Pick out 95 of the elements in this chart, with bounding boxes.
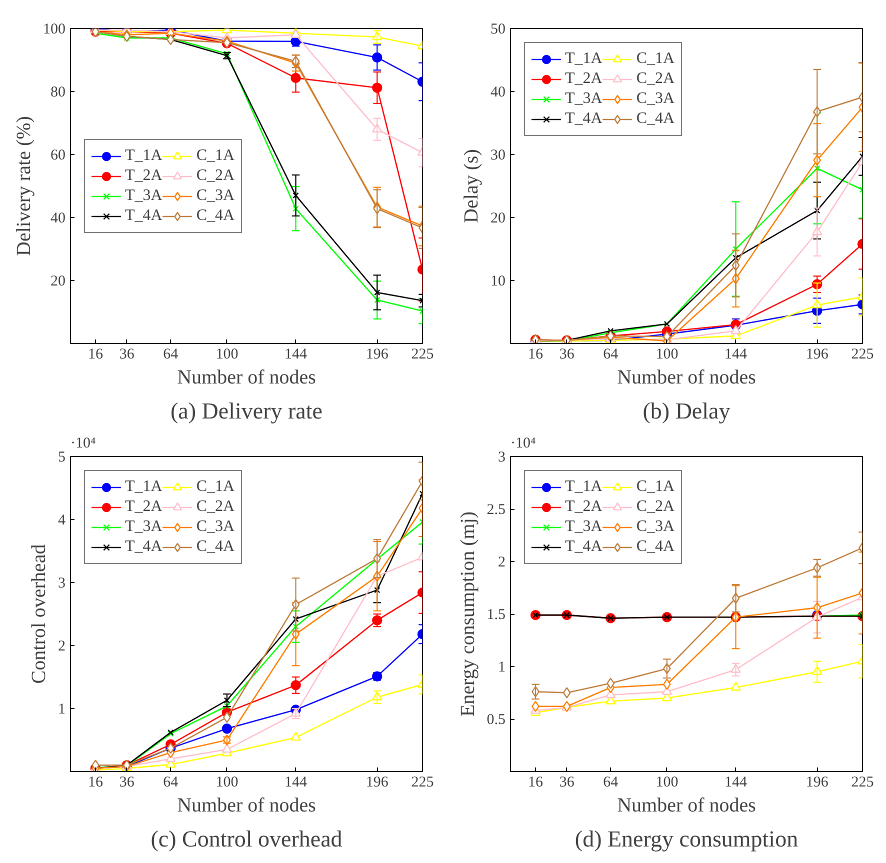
x-tick-label: 36 [119, 774, 135, 790]
y-axis-title: Delivery rate (%) [13, 116, 35, 256]
legend-label: T_2A [565, 498, 602, 516]
y-tick-label: 3 [58, 576, 66, 592]
legend-label: T_3A [565, 518, 602, 536]
y-tick-label: 2.5 [486, 502, 506, 518]
legend-label: C_2A [196, 166, 235, 184]
legend-label: C_2A [196, 498, 235, 516]
x-tick-label: 196 [806, 774, 829, 790]
y-tick-label: 0.5 [486, 712, 506, 728]
x-tick-label: 100 [656, 774, 678, 790]
x-tick-label: 64 [603, 346, 619, 362]
x-tick-label: 196 [806, 346, 829, 362]
legend-label: T_4A [565, 538, 602, 556]
legend-label: T_1A [125, 146, 162, 164]
legend-label: T_2A [125, 166, 162, 184]
y-tick-label: 4 [58, 512, 66, 528]
x-tick-label: 16 [88, 346, 104, 362]
text: (b) Delay [642, 398, 731, 424]
legend-label: C_3A [636, 518, 675, 536]
legend-label: T_3A [125, 186, 162, 204]
legend-label: C_1A [636, 478, 675, 496]
x-tick-label: 144 [284, 346, 308, 362]
legend-label: C_1A [196, 478, 235, 496]
legend-label: T_3A [565, 90, 602, 108]
x-tick-label: 16 [528, 346, 544, 362]
text: ·10⁴ [510, 436, 536, 452]
y-tick-label: 2 [498, 554, 506, 570]
legend-label: C_3A [636, 90, 675, 108]
legend-label: C_3A [196, 186, 235, 204]
legend-label: C_4A [196, 538, 235, 556]
y-tick-label: 100 [43, 22, 66, 38]
legend-label: T_2A [125, 498, 162, 516]
x-tick-label: 64 [603, 774, 619, 790]
x-axis-title: Number of nodes [177, 366, 316, 388]
legend-label: T_4A [125, 206, 162, 224]
y-axis-title: Energy consumption (mj) [456, 511, 479, 717]
text: (a) Delivery rate [170, 398, 322, 424]
x-tick-label: 36 [559, 774, 575, 790]
x-tick-label: 16 [88, 774, 104, 790]
legend-label: C_4A [636, 110, 675, 128]
x-tick-label: 225 [851, 774, 874, 790]
y-tick-label: 20 [50, 274, 66, 290]
y-tick-label: 1 [498, 660, 506, 676]
x-axis-title: Number of nodes [617, 794, 756, 816]
x-tick-label: 16 [528, 774, 544, 790]
legend-label: T_4A [565, 110, 602, 128]
y-tick-label: 3 [498, 450, 506, 466]
x-tick-label: 100 [216, 774, 238, 790]
y-tick-label: 60 [50, 148, 66, 164]
text: ·10⁴ [70, 436, 96, 452]
legend-label: T_1A [125, 478, 162, 496]
legend-label: C_4A [196, 206, 235, 224]
legend-label: T_4A [125, 538, 162, 556]
x-tick-label: 144 [724, 774, 748, 790]
x-tick-label: 225 [411, 774, 434, 790]
legend-label: T_1A [565, 50, 602, 68]
x-tick-label: 100 [216, 346, 238, 362]
x-tick-label: 36 [559, 346, 575, 362]
legend-label: C_4A [636, 538, 675, 556]
y-axis-title: Control overhead [28, 544, 50, 684]
y-tick-label: 1 [58, 702, 66, 718]
x-tick-label: 196 [366, 774, 389, 790]
y-tick-label: 2 [58, 638, 66, 654]
x-tick-label: 64 [163, 346, 179, 362]
legend-label: C_3A [196, 518, 235, 536]
legend-label: T_3A [125, 518, 162, 536]
x-tick-label: 144 [284, 774, 308, 790]
y-tick-label: 20 [490, 210, 506, 226]
x-tick-label: 225 [411, 346, 434, 362]
text: (d) Energy consumption [574, 826, 799, 852]
x-tick-label: 196 [366, 346, 389, 362]
x-tick-label: 100 [656, 346, 678, 362]
x-tick-label: 64 [163, 774, 179, 790]
legend-label: C_2A [636, 498, 675, 516]
y-axis-title: Delay (s) [460, 149, 482, 223]
x-tick-label: 225 [851, 346, 874, 362]
x-tick-label: 36 [119, 346, 135, 362]
x-axis-title: Number of nodes [177, 794, 316, 816]
legend-label: C_2A [636, 70, 675, 88]
legend-label: T_2A [565, 70, 602, 88]
y-tick-label: 80 [50, 84, 66, 100]
y-tick-label: 40 [50, 210, 66, 226]
legend-label: C_1A [196, 146, 235, 164]
y-tick-label: 10 [490, 274, 506, 290]
x-axis-title: Number of nodes [617, 366, 756, 388]
y-tick-label: 40 [490, 84, 506, 100]
y-tick-label: 5 [58, 450, 66, 466]
y-tick-label: 30 [490, 148, 506, 164]
y-tick-label: 50 [490, 22, 506, 38]
text: (c) Control overhead [150, 826, 343, 852]
legend-label: C_1A [636, 50, 675, 68]
x-tick-label: 144 [724, 346, 748, 362]
y-tick-label: 1.5 [486, 607, 506, 623]
legend-label: T_1A [565, 478, 602, 496]
